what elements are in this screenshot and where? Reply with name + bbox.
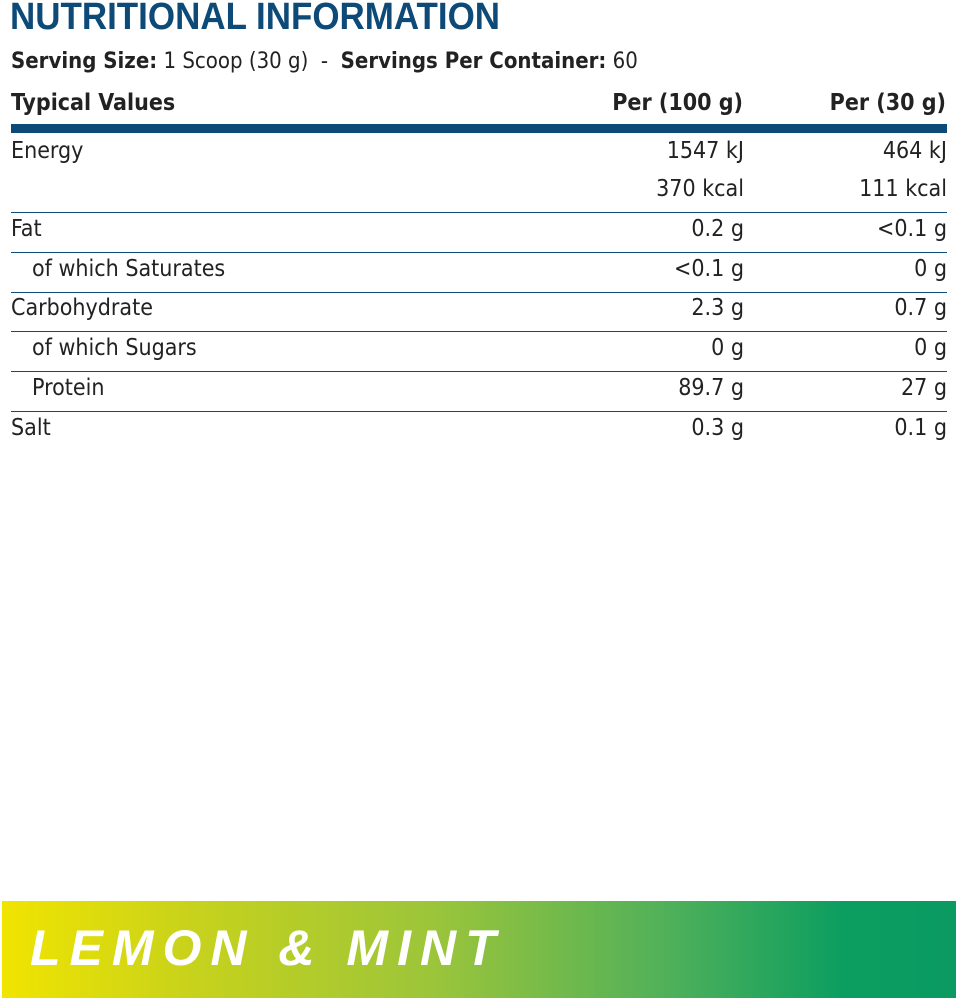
row-per100: 0.3 g bbox=[691, 415, 744, 441]
row-per30: 464 kJ bbox=[882, 138, 947, 164]
row-per100: 89.7 g bbox=[678, 375, 744, 401]
table-header: Typical Values Per (100 g) Per (30 g) bbox=[11, 90, 946, 120]
row-per30: 111 kcal bbox=[859, 176, 947, 202]
row-per100: <0.1 g bbox=[674, 256, 744, 282]
serving-size-label: Serving Size: bbox=[11, 49, 158, 74]
servings-per-container-label: Servings Per Container: bbox=[340, 49, 607, 74]
row-per30: 0.1 g bbox=[894, 415, 947, 441]
row-per30: 0 g bbox=[914, 335, 947, 361]
row-label: Protein bbox=[32, 375, 105, 401]
table-row: of which Sugars 0 g 0 g bbox=[11, 331, 947, 372]
row-label: of which Sugars bbox=[32, 335, 197, 361]
flavour-banner: LEMON & MINT bbox=[2, 901, 956, 998]
header-typical-values: Typical Values bbox=[11, 90, 176, 116]
table-row: Salt 0.3 g 0.1 g bbox=[11, 411, 947, 451]
table-row: of which Saturates <0.1 g 0 g bbox=[11, 252, 947, 293]
row-per100: 370 kcal bbox=[656, 176, 744, 202]
row-label: Salt bbox=[11, 415, 51, 441]
table-row: Protein 89.7 g 27 g bbox=[11, 371, 947, 412]
row-label: Fat bbox=[11, 216, 42, 242]
table-row: 370 kcal 111 kcal bbox=[11, 172, 947, 213]
table-row: Carbohydrate 2.3 g 0.7 g bbox=[11, 291, 947, 332]
header-per-30g: Per (30 g) bbox=[829, 90, 946, 116]
serving-separator: - bbox=[320, 49, 329, 74]
row-per30: 27 g bbox=[900, 375, 947, 401]
header-divider bbox=[11, 124, 947, 133]
table-row: Energy 1547 kJ 464 kJ bbox=[11, 134, 947, 174]
row-label: of which Saturates bbox=[32, 256, 226, 282]
page-title: NUTRITIONAL INFORMATION bbox=[10, 0, 501, 38]
row-per100: 1547 kJ bbox=[666, 138, 744, 164]
serving-size-value: 1 Scoop (30 g) bbox=[163, 49, 309, 74]
row-per30: 0.7 g bbox=[894, 295, 947, 321]
servings-per-container-value: 60 bbox=[612, 49, 638, 74]
row-per100: 0.2 g bbox=[691, 216, 744, 242]
header-per-100g: Per (100 g) bbox=[612, 90, 743, 116]
row-per100: 0 g bbox=[711, 335, 744, 361]
table-row: Fat 0.2 g <0.1 g bbox=[11, 212, 947, 253]
row-per30: <0.1 g bbox=[877, 216, 947, 242]
flavour-label: LEMON & MINT bbox=[30, 920, 505, 976]
row-label: Energy bbox=[11, 138, 84, 164]
row-per30: 0 g bbox=[914, 256, 947, 282]
serving-info: Serving Size: 1 Scoop (30 g) - Servings … bbox=[11, 49, 638, 74]
row-per100: 2.3 g bbox=[691, 295, 744, 321]
row-label: Carbohydrate bbox=[11, 295, 153, 321]
